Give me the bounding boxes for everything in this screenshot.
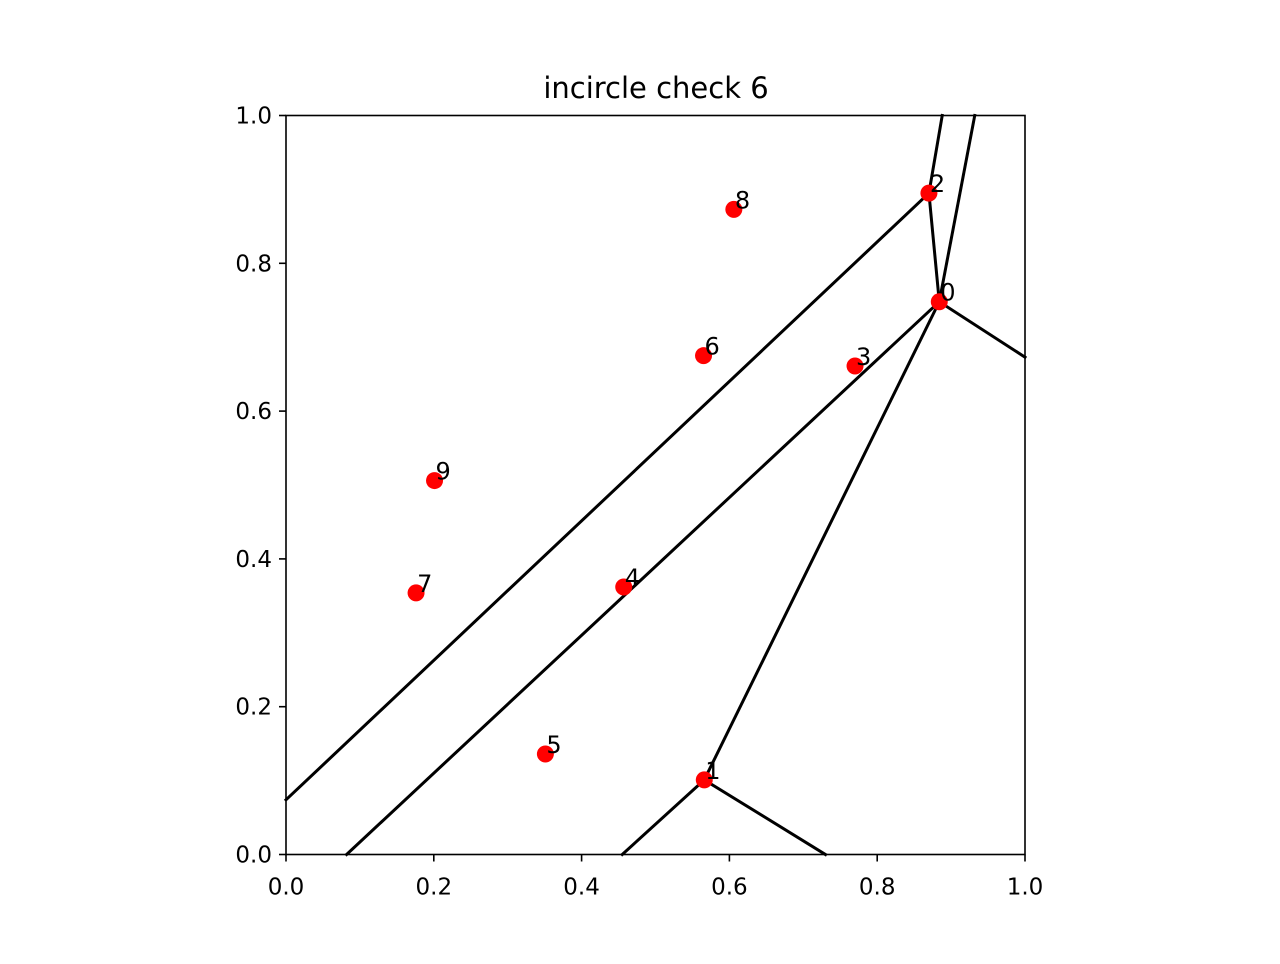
x-tick-label: 0.4 xyxy=(563,875,600,901)
x-tick-label: 0.0 xyxy=(268,875,305,901)
data-point xyxy=(695,771,713,789)
chart-title: incircle check 6 xyxy=(543,71,768,105)
edge-line xyxy=(344,299,942,857)
data-point xyxy=(930,293,948,311)
edge-line xyxy=(927,191,941,304)
edge-line xyxy=(937,299,1028,360)
y-tick-label: 0.2 xyxy=(235,695,272,721)
point-label: 8 xyxy=(735,186,750,214)
point-label: 3 xyxy=(856,343,871,371)
point-labels: 0 1 2 3 4 5 6 7 8 9 xyxy=(417,170,955,785)
data-point xyxy=(536,745,554,763)
y-tick-label: 0.0 xyxy=(235,843,272,869)
edge-line xyxy=(927,113,944,195)
point-label: 9 xyxy=(436,458,451,486)
point-label: 5 xyxy=(546,731,561,759)
edge-lines xyxy=(283,113,1028,857)
point-label: 7 xyxy=(417,570,432,598)
point-label: 2 xyxy=(930,170,945,198)
data-point xyxy=(920,184,938,202)
edge-line xyxy=(937,113,977,304)
edge-line xyxy=(702,777,828,857)
point-label: 6 xyxy=(705,333,720,361)
x-tick-label: 0.6 xyxy=(711,875,748,901)
x-tick-label: 1.0 xyxy=(1007,875,1044,901)
y-tick-label: 0.8 xyxy=(235,251,272,277)
x-axis: 0.0 0.2 0.4 0.6 0.8 1.0 xyxy=(268,854,1044,901)
edge-line xyxy=(620,777,707,857)
data-point xyxy=(615,578,633,596)
x-tick-label: 0.8 xyxy=(859,875,896,901)
data-points xyxy=(407,184,948,789)
edge-line xyxy=(283,190,932,802)
data-point xyxy=(695,347,713,365)
data-point xyxy=(846,357,864,375)
point-label: 0 xyxy=(940,279,955,307)
point-label: 1 xyxy=(705,757,720,785)
data-point xyxy=(426,472,444,490)
x-tick-label: 0.2 xyxy=(416,875,453,901)
data-point xyxy=(725,200,743,218)
y-tick-label: 0.6 xyxy=(235,399,272,425)
y-axis: 0.0 0.2 0.4 0.6 0.8 1.0 xyxy=(235,104,286,869)
y-tick-label: 1.0 xyxy=(235,104,272,130)
data-point xyxy=(407,584,425,602)
plot-frame xyxy=(285,114,1026,856)
y-tick-label: 0.4 xyxy=(235,547,272,573)
edge-line xyxy=(702,299,942,782)
point-label: 4 xyxy=(625,564,640,592)
